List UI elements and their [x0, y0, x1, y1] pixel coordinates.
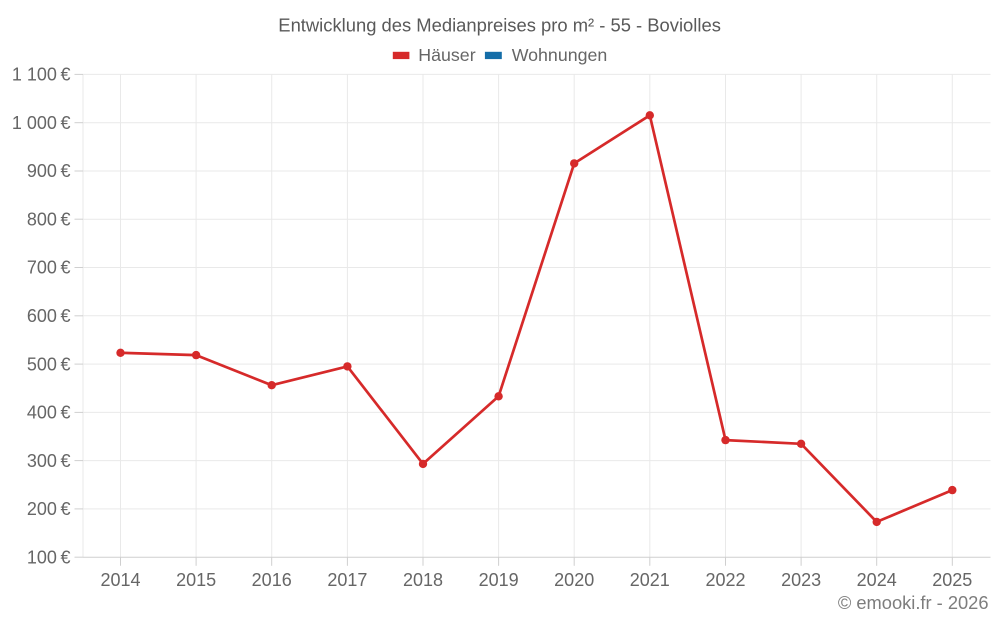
svg-text:400 €: 400 € [27, 403, 71, 423]
svg-text:Entwicklung des Medianpreises: Entwicklung des Medianpreises pro m² - 5… [278, 15, 721, 36]
svg-text:© emooki.fr - 2026: © emooki.fr - 2026 [838, 592, 989, 613]
svg-text:600 €: 600 € [27, 306, 71, 326]
svg-text:2016: 2016 [252, 570, 292, 590]
svg-text:500 €: 500 € [27, 354, 71, 374]
svg-text:2023: 2023 [781, 570, 821, 590]
svg-text:300 €: 300 € [27, 451, 71, 471]
svg-text:200 €: 200 € [27, 499, 71, 519]
svg-text:2019: 2019 [479, 570, 519, 590]
svg-text:2024: 2024 [857, 570, 897, 590]
svg-text:800 €: 800 € [27, 209, 71, 229]
svg-text:1 100 €: 1 100 € [12, 65, 71, 85]
svg-text:1 000 €: 1 000 € [12, 113, 71, 133]
svg-text:2014: 2014 [100, 570, 140, 590]
svg-text:2025: 2025 [932, 570, 972, 590]
svg-text:100 €: 100 € [27, 547, 71, 567]
svg-text:Häuser: Häuser [418, 45, 475, 65]
svg-text:700 €: 700 € [27, 258, 71, 278]
svg-text:2018: 2018 [403, 570, 443, 590]
svg-text:2015: 2015 [176, 570, 216, 590]
svg-text:2021: 2021 [630, 570, 670, 590]
svg-text:900 €: 900 € [27, 161, 71, 181]
svg-text:2022: 2022 [705, 570, 745, 590]
svg-text:Wohnungen: Wohnungen [512, 45, 608, 65]
svg-text:2017: 2017 [327, 570, 367, 590]
svg-text:2020: 2020 [554, 570, 594, 590]
